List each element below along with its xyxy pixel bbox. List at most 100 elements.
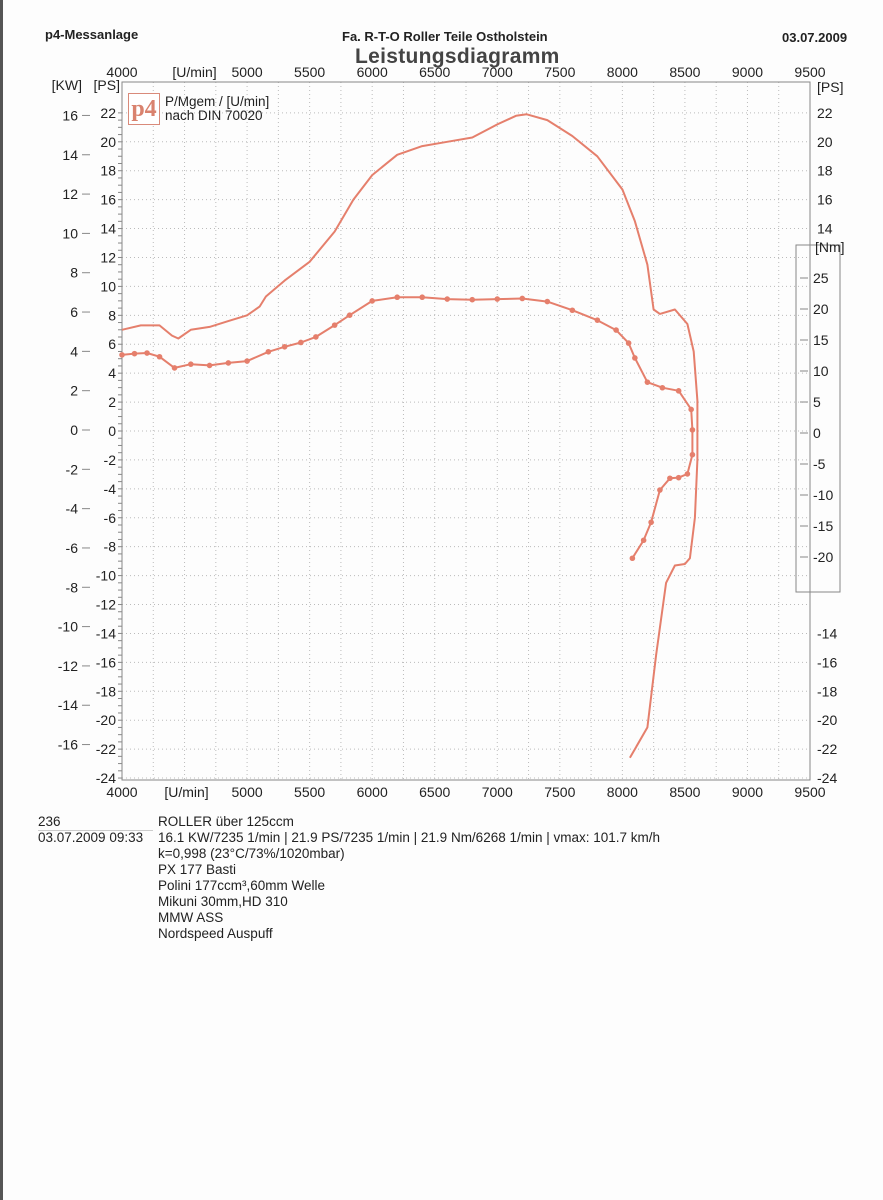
torque-point — [632, 355, 638, 361]
chart-caption: P/Mgem / [U/min] nach DIN 70020 — [165, 95, 269, 123]
torque-point — [684, 471, 691, 477]
torque-point — [206, 362, 213, 369]
right-ps-tick: -18 — [817, 683, 837, 699]
x-tick-bottom: 9000 — [732, 784, 763, 800]
kw-tick: -12 — [58, 658, 78, 674]
torque-point — [313, 334, 319, 340]
kw-tick: 0 — [70, 422, 78, 438]
kw-tick: 6 — [70, 304, 78, 320]
note-line: Nordspeed Auspuff — [158, 926, 273, 941]
torque-point — [469, 296, 476, 303]
torque-point — [519, 295, 526, 302]
caption-line-2: nach DIN 70020 — [165, 108, 263, 123]
x-tick-top: 8500 — [669, 64, 700, 80]
torque-point — [640, 537, 647, 544]
ps-tick: 8 — [108, 307, 116, 323]
header-left: p4-Messanlage — [45, 27, 139, 42]
nm-tick: -10 — [813, 487, 833, 503]
ps-tick: 4 — [108, 365, 116, 381]
right-ps-tick: 18 — [817, 163, 833, 179]
kw-tick: -10 — [58, 619, 78, 635]
right-ps-tick: 14 — [817, 221, 833, 237]
torque-point — [281, 344, 288, 350]
x-tick-top: 5500 — [294, 64, 325, 80]
ps-axis-label: [PS] — [94, 77, 120, 93]
right-ps-tick: 20 — [817, 134, 833, 150]
x-tick-bottom: 7500 — [544, 784, 575, 800]
nm-tick: -15 — [813, 518, 833, 534]
ps-tick: 12 — [100, 249, 116, 265]
torque-point — [667, 475, 673, 482]
x-tick-bottom: 8500 — [669, 784, 700, 800]
ps-tick: -18 — [96, 683, 116, 699]
nm-tick: -20 — [813, 549, 833, 565]
x-tick-bottom: 4000 — [106, 784, 137, 800]
nm-tick: 15 — [813, 332, 829, 348]
ps-tick: -4 — [104, 481, 117, 497]
p4-logo: p4 — [128, 93, 160, 125]
x-tick-bottom: 5500 — [294, 784, 325, 800]
x-tick-bottom: 6000 — [357, 784, 388, 800]
x-tick-top: 9500 — [794, 64, 825, 80]
note-line: Polini 177ccm³,60mm Welle — [158, 878, 326, 893]
x-tick-top: 5000 — [232, 64, 263, 80]
note-line: MMW ASS — [158, 910, 224, 925]
ps-tick: 20 — [100, 134, 116, 150]
torque-point — [657, 487, 663, 493]
torque-point — [629, 555, 636, 562]
torque-point — [419, 294, 426, 301]
note-line: PX 177 Basti — [158, 862, 237, 877]
torque-point — [188, 361, 194, 367]
note-line: ROLLER über 125ccm — [158, 814, 294, 829]
kw-tick: 8 — [70, 265, 78, 281]
nm-tick: 25 — [813, 270, 829, 286]
torque-curve — [121, 296, 694, 559]
x-tick-bottom: 9500 — [794, 784, 825, 800]
x-tick-top: 7500 — [544, 64, 575, 80]
kw-tick: 14 — [62, 147, 78, 163]
torque-point — [594, 317, 601, 323]
right-ps-tick: 16 — [817, 192, 833, 208]
kw-tick: 2 — [70, 383, 78, 399]
torque-point — [644, 379, 651, 385]
torque-point — [394, 294, 401, 301]
note-line: Mikuni 30mm,HD 310 — [158, 894, 288, 909]
torque-point — [144, 350, 150, 356]
right-ps-label: [PS] — [817, 79, 843, 95]
nm-tick: 10 — [813, 363, 829, 379]
torque-point — [444, 296, 451, 302]
x-unit-bottom: [U/min] — [164, 784, 208, 800]
x-tick-top: 6000 — [357, 64, 388, 80]
nm-tick: 5 — [813, 394, 821, 410]
torque-point — [244, 358, 250, 364]
torque-point — [688, 406, 694, 413]
torque-point — [544, 298, 551, 305]
torque-point — [346, 312, 353, 319]
x-unit-top: [U/min] — [172, 64, 216, 80]
torque-point — [156, 353, 163, 360]
kw-tick: 10 — [62, 225, 78, 241]
chart-title: Leistungsdiagramm — [355, 45, 560, 68]
torque-point — [225, 360, 232, 366]
right-ps-tick: -22 — [817, 741, 837, 757]
ps-tick: -22 — [96, 741, 116, 757]
nm-tick: 0 — [813, 425, 821, 441]
nm-axis-label: [Nm] — [815, 239, 845, 255]
right-ps-tick: -16 — [817, 654, 837, 670]
right-ps-tick: -20 — [817, 712, 837, 728]
x-tick-top: 7000 — [482, 64, 513, 80]
torque-point — [119, 352, 125, 358]
ps-tick: -6 — [104, 510, 117, 526]
torque-point — [369, 298, 375, 304]
ps-tick: -24 — [96, 770, 116, 786]
scan-edge — [0, 0, 3, 1200]
ps-tick: 10 — [100, 278, 116, 294]
torque-point — [659, 384, 666, 391]
kw-tick: 4 — [70, 343, 78, 359]
kw-tick: -4 — [66, 501, 79, 517]
ps-tick: -2 — [104, 452, 117, 468]
nm-tick: -5 — [813, 456, 826, 472]
torque-point — [689, 427, 696, 433]
ps-tick: 18 — [100, 163, 116, 179]
